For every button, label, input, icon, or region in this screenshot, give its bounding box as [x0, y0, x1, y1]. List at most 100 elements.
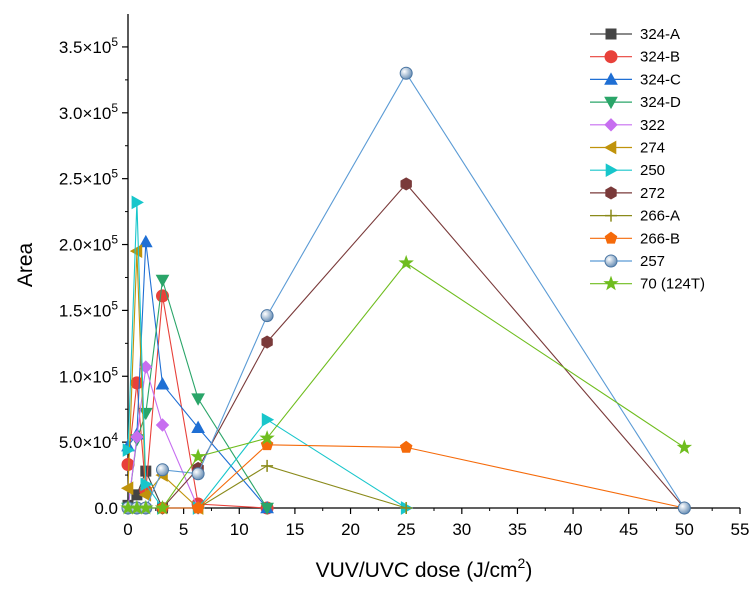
legend-item: 324-D [590, 94, 681, 111]
data-point [399, 66, 413, 80]
legend-label: 70 (124T) [640, 276, 705, 293]
legend-item: 266-A [590, 208, 680, 225]
data-point [191, 501, 205, 514]
data-point [676, 439, 693, 454]
data-point [400, 502, 413, 514]
data-point [155, 274, 170, 288]
legend-label: 324-B [640, 49, 680, 66]
legend-item: 257 [590, 253, 665, 270]
legend-label: 257 [640, 253, 665, 270]
series-272 [122, 177, 691, 515]
legend-item: 324-A [590, 26, 680, 43]
y-tick-label: 1.0×105 [59, 364, 118, 386]
data-point [191, 420, 205, 433]
legend-label: 324-D [640, 94, 681, 111]
data-point [155, 377, 170, 390]
legend-label: 324-C [640, 71, 681, 88]
x-tick-label: 35 [508, 520, 527, 539]
x-tick-label: 30 [452, 520, 471, 539]
legend-label: 250 [640, 162, 665, 179]
data-point [260, 309, 274, 323]
legend-item: 322 [590, 117, 665, 134]
y-tick-label: 5.0×104 [59, 430, 118, 452]
legend-item: 324-B [590, 49, 680, 66]
legend-item: 324-C [590, 71, 681, 88]
x-tick-label: 40 [564, 520, 583, 539]
y-tick-label: 3.0×105 [59, 101, 118, 123]
legend: 324-A 324-B 324-C 324-D 322 274 250 272 266-A 266… [590, 26, 705, 293]
data-point [138, 487, 152, 502]
data-point [603, 275, 619, 291]
series-line [128, 444, 685, 509]
data-point [605, 186, 617, 200]
data-point [131, 195, 144, 210]
data-point [140, 477, 153, 492]
x-tick-label: 55 [731, 520, 750, 539]
data-point [604, 231, 618, 244]
x-tick-label: 0 [123, 520, 132, 539]
series-line [128, 183, 685, 509]
data-point [399, 440, 413, 453]
data-point [677, 501, 691, 515]
legend-item: 272 [590, 185, 665, 202]
data-point [260, 502, 274, 516]
data-point [259, 430, 275, 445]
data-point [261, 412, 275, 427]
data-point [154, 499, 171, 515]
series-layer [120, 66, 693, 516]
data-point [138, 407, 153, 421]
data-point [604, 96, 618, 110]
legend-label: 322 [640, 117, 665, 134]
data-point [190, 448, 206, 464]
x-tick-label: 25 [397, 520, 416, 539]
data-point [155, 463, 169, 477]
y-tick-label: 0.0 [94, 499, 118, 518]
data-point [121, 458, 135, 472]
x-axis: 0 5 10 15 20 25 30 35 40 45 50 55 [123, 508, 749, 539]
data-point [155, 289, 169, 303]
series-70-124t- [120, 254, 693, 515]
x-tick-label: 15 [285, 520, 304, 539]
y-tick-label: 2.0×105 [59, 233, 118, 255]
data-point [605, 163, 619, 178]
y-axis: 0.0 5.0×104 1.0×105 1.5×105 2.0×105 2.5×105 3.… [59, 35, 128, 518]
x-tick-label: 10 [230, 520, 249, 539]
x-tick-label: 50 [675, 520, 694, 539]
legend-item: 70 (124T) [590, 275, 705, 293]
legend-item: 250 [590, 162, 665, 179]
data-point [398, 254, 414, 270]
data-point [122, 443, 136, 457]
x-tick-label: 45 [619, 520, 638, 539]
legend-label: 266-A [640, 208, 680, 225]
data-point [138, 234, 153, 248]
legend-label: 266-B [640, 230, 680, 247]
y-tick-label: 1.5×105 [59, 298, 118, 320]
data-point [155, 418, 170, 432]
data-point [604, 72, 618, 85]
x-axis-title: VUV/UVC dose (J/cm2) [316, 555, 533, 582]
data-point [605, 209, 617, 222]
data-point [130, 430, 144, 444]
data-point [604, 50, 618, 64]
data-point [603, 140, 617, 155]
data-point [605, 28, 617, 40]
data-point [604, 118, 618, 132]
y-tick-label: 3.5×105 [59, 35, 118, 57]
x-tick-label: 5 [179, 520, 188, 539]
data-point [400, 177, 412, 191]
legend-label: 324-A [640, 26, 680, 43]
series-line [127, 295, 268, 509]
data-point [120, 481, 134, 496]
legend-label: 272 [640, 185, 665, 202]
legend-item: 274 [590, 140, 665, 157]
legend-label: 274 [640, 140, 665, 157]
data-point [261, 335, 273, 349]
data-point [604, 254, 618, 268]
y-axis-title: Area [14, 243, 37, 288]
y-tick-label: 2.5×105 [59, 167, 118, 189]
data-point [261, 459, 274, 472]
legend-item: 266-B [590, 230, 680, 247]
series-line [128, 262, 685, 509]
data-point [138, 499, 154, 515]
